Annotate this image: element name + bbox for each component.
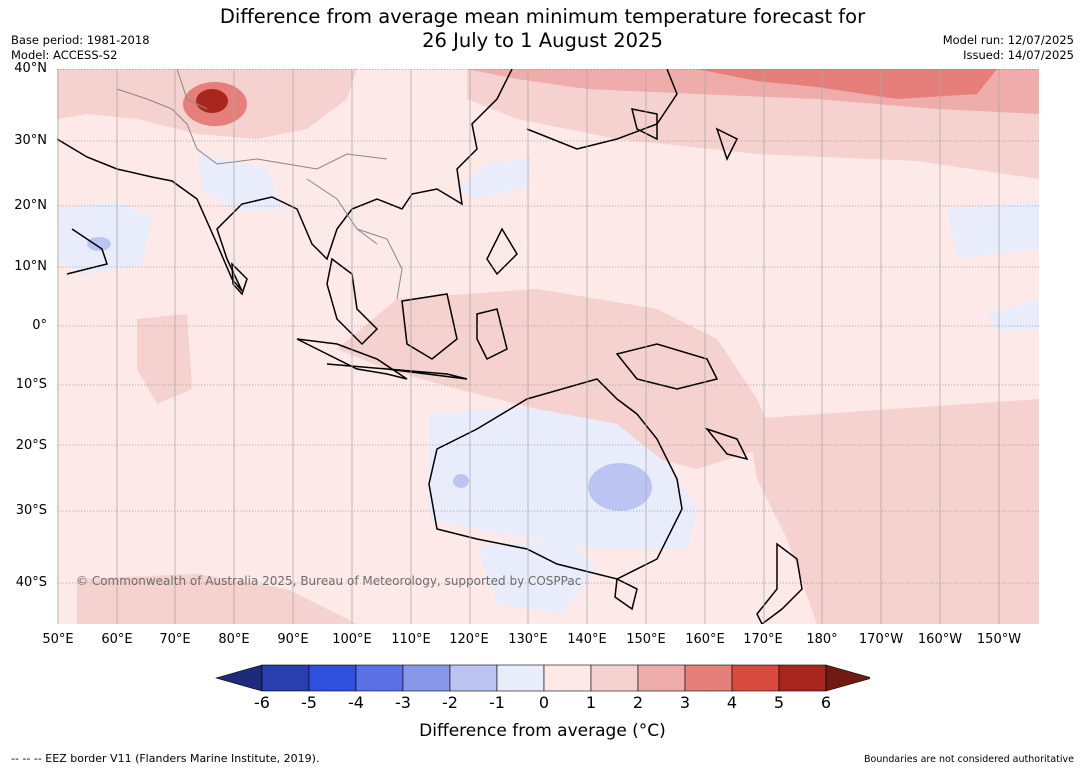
longitude-label: 150°E — [626, 632, 666, 647]
colorbar-tick-label: 1 — [585, 693, 597, 712]
eez-legend: -- -- -- EEZ border V11 (Flanders Marine… — [11, 752, 320, 765]
himalaya-hot-core — [196, 89, 228, 113]
longitude-label: 60°E — [101, 632, 133, 647]
colorbar-cell — [684, 664, 733, 692]
colorbar-title: Difference from average (°C) — [419, 721, 666, 741]
colorbar-cell — [261, 664, 310, 692]
longitude-label: 150°W — [976, 632, 1022, 647]
colorbar-cell — [308, 664, 357, 692]
colorbar-cell — [449, 664, 498, 692]
colorbar-tick-label: 6 — [820, 693, 832, 712]
cool-spot-arabian-sea — [87, 237, 111, 251]
map-title-line2: 26 July to 1 August 2025 — [422, 29, 663, 52]
colorbar-cell — [496, 664, 545, 692]
longitude-label: 80°E — [218, 632, 250, 647]
longitude-label: 120°E — [449, 632, 489, 647]
latitude-label: 20°N — [14, 198, 47, 213]
strong-anomaly-north-pacific — [697, 69, 997, 99]
negative-anomaly-south-china-sea — [457, 157, 532, 199]
positive-anomaly-indian-ocean — [137, 314, 192, 404]
colorbar-cell — [355, 664, 404, 692]
colorbar-tick-label: -1 — [489, 693, 505, 712]
colorbar-tick-label: 5 — [773, 693, 785, 712]
model-run: Model run: 12/07/2025 — [942, 33, 1074, 47]
copyright-notice: © Commonwealth of Australia 2025, Bureau… — [76, 574, 582, 588]
colorbar-cell — [543, 664, 592, 692]
latitude-label: 0° — [32, 318, 47, 333]
country-borders — [116, 69, 403, 300]
longitude-label: 130°E — [508, 632, 548, 647]
graticule — [57, 69, 1039, 624]
longitude-label: 140°E — [567, 632, 607, 647]
longitude-label: 70°E — [159, 632, 191, 647]
longitude-label: 170°E — [743, 632, 783, 647]
colorbar-cell — [637, 664, 686, 692]
negative-anomaly-south-australia — [477, 539, 597, 614]
negative-anomaly-equatorial-pacific — [987, 299, 1039, 331]
colorbar-cell — [590, 664, 639, 692]
coastlines — [57, 69, 803, 624]
latitude-label: 40°S — [15, 575, 47, 590]
longitude-label: 180° — [806, 632, 838, 647]
longitude-label: 50°E — [42, 632, 74, 647]
colorbar-tick-label: 2 — [632, 693, 644, 712]
longitude-label: 90°E — [277, 632, 309, 647]
longitude-label: 100°E — [332, 632, 372, 647]
longitude-label: 160°E — [685, 632, 725, 647]
colorbar-extend-min — [215, 664, 263, 692]
cool-anomaly-australia — [588, 463, 652, 511]
positive-anomaly-maritime — [337, 289, 777, 469]
colorbar-tick-label: -4 — [348, 693, 364, 712]
colorbar-tick-label: 4 — [726, 693, 738, 712]
positive-anomaly-southern-ocean — [77, 574, 357, 624]
colorbar-extend-max — [825, 664, 870, 692]
colorbar — [215, 664, 870, 692]
boundaries-disclaimer: Boundaries are not considered authoritat… — [864, 754, 1074, 765]
forecast-map: © Commonwealth of Australia 2025, Bureau… — [57, 69, 1039, 624]
colorbar-tick-label: -2 — [442, 693, 458, 712]
colorbar-cell — [402, 664, 451, 692]
colorbar-cell — [778, 664, 827, 692]
latitude-label: 20°S — [15, 438, 47, 453]
longitude-label: 160°W — [917, 632, 963, 647]
colorbar-cell — [731, 664, 780, 692]
colorbar-tick-label: -6 — [254, 693, 270, 712]
colorbar-tick-label: 3 — [679, 693, 691, 712]
base-period: Base period: 1981-2018 — [11, 33, 150, 47]
longitude-lines — [57, 69, 1000, 624]
positive-anomaly-south-pacific — [747, 399, 1039, 624]
issued-date: Issued: 14/07/2025 — [963, 48, 1074, 62]
model-name: Model: ACCESS-S2 — [11, 48, 118, 62]
map-canvas — [57, 69, 1039, 624]
negative-anomaly-australia — [429, 407, 697, 549]
latitude-label: 10°S — [15, 377, 47, 392]
negative-anomaly-central-pacific — [947, 201, 1039, 259]
colorbar-tick-label: -5 — [301, 693, 317, 712]
negative-anomaly-arabian-sea — [59, 201, 152, 274]
longitude-label: 170°W — [858, 632, 904, 647]
negative-anomaly-bay-of-bengal — [197, 154, 282, 211]
latitude-label: 30°N — [14, 133, 47, 148]
colorbar-tick-label: 0 — [538, 693, 550, 712]
colorbar-tick-label: -3 — [395, 693, 411, 712]
latitude-label: 30°S — [15, 503, 47, 518]
map-title-line1: Difference from average mean minimum tem… — [219, 5, 866, 28]
latitude-label: 40°N — [14, 61, 47, 76]
latitude-label: 10°N — [14, 259, 47, 274]
longitude-label: 110°E — [391, 632, 431, 647]
cool-spot-wa — [453, 474, 469, 488]
